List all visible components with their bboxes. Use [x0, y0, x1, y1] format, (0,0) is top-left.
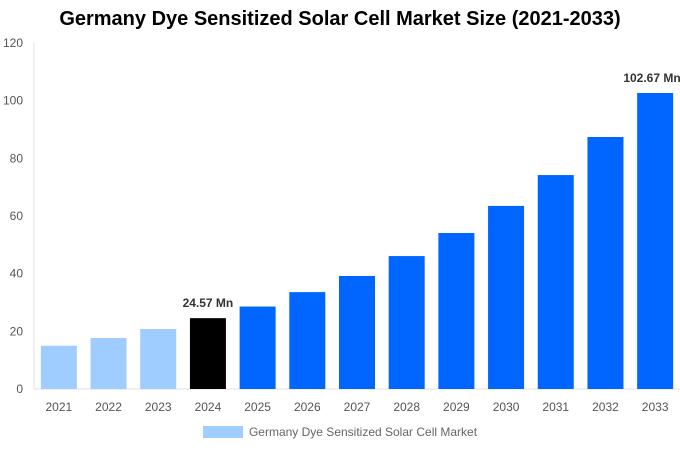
legend-label: Germany Dye Sensitized Solar Cell Market: [248, 425, 478, 439]
legend-swatch: [202, 426, 243, 438]
chart-title: Germany Dye Sensitized Solar Cell Market…: [59, 8, 621, 30]
y-tick-label: 40: [10, 267, 24, 281]
y-tick-label: 120: [3, 36, 23, 50]
x-tick-label: 2023: [145, 400, 172, 414]
bar-2026: [289, 292, 326, 389]
x-tick-label: 2022: [95, 400, 122, 414]
bar-2021: [40, 345, 77, 389]
data-label: 102.67 Mn: [623, 71, 680, 85]
x-tick-label: 2031: [542, 400, 569, 414]
y-tick-label: 80: [10, 151, 24, 165]
bar-2032: [587, 136, 624, 389]
x-tick-label: 2027: [344, 400, 371, 414]
y-tick-label: 20: [10, 324, 24, 338]
bar-2030: [488, 205, 525, 389]
bar-2029: [438, 233, 475, 389]
bar-2031: [537, 175, 574, 389]
x-tick-label: 2030: [493, 400, 520, 414]
data-label: 24.57 Mn: [183, 296, 234, 310]
x-tick-label: 2029: [443, 400, 470, 414]
y-tick-label: 0: [16, 382, 23, 396]
x-tick-label: 2021: [45, 400, 72, 414]
x-tick-label: 2024: [195, 400, 222, 414]
bar-2033: [637, 92, 674, 389]
bar-2024: [189, 318, 226, 389]
x-tick-label: 2028: [393, 400, 420, 414]
y-tick-label: 60: [10, 209, 24, 223]
bar-2028: [388, 256, 425, 389]
bar-2023: [140, 329, 177, 389]
x-tick-label: 2025: [244, 400, 271, 414]
bar-2025: [239, 306, 276, 389]
x-tick-label: 2026: [294, 400, 321, 414]
legend: Germany Dye Sensitized Solar Cell Market: [0, 425, 680, 439]
bar-2027: [339, 275, 375, 389]
y-tick-label: 100: [3, 94, 23, 108]
x-tick-label: 2033: [642, 400, 669, 414]
x-tick-label: 2032: [592, 400, 619, 414]
bar-2022: [90, 337, 127, 389]
